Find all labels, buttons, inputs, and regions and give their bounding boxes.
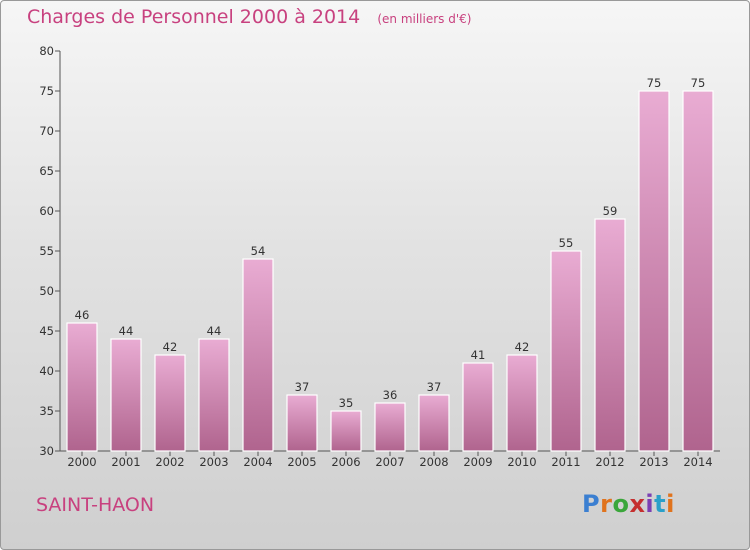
bar-2000 — [66, 322, 98, 452]
logo-letter: r — [600, 490, 613, 518]
data-label: 59 — [603, 204, 618, 218]
y-tick-label: 30 — [39, 444, 54, 458]
bar-2006 — [330, 410, 362, 452]
value-labels: 46 44 42 44 54 37 35 36 37 41 42 55 59 75 75 — [75, 76, 706, 410]
y-tick-label: 40 — [39, 364, 54, 378]
logo-letter: i — [666, 490, 675, 518]
data-label: 44 — [119, 324, 134, 338]
bar-2007 — [374, 402, 406, 452]
x-tick-label: 2010 — [507, 455, 536, 469]
x-tick-label: 2014 — [683, 455, 712, 469]
x-tick-label: 2008 — [419, 455, 448, 469]
bar-2014 — [682, 90, 714, 452]
y-tick-label: 80 — [39, 44, 54, 58]
data-label: 55 — [559, 236, 574, 250]
bar-2011 — [550, 250, 582, 452]
data-label: 37 — [427, 380, 442, 394]
logo-letter: i — [645, 490, 655, 518]
logo-letter: x — [629, 490, 646, 518]
bar-2010 — [506, 354, 538, 452]
x-tick-label: 2002 — [155, 455, 184, 469]
x-tick-label: 2012 — [595, 455, 624, 469]
x-tick-label: 2006 — [331, 455, 360, 469]
x-tick-label: 2000 — [67, 455, 96, 469]
commune-name: SAINT-HAON — [36, 494, 155, 516]
x-tick-label: 2005 — [287, 455, 316, 469]
bar-2001 — [110, 338, 142, 452]
bars — [66, 90, 714, 452]
bar-2008 — [418, 394, 450, 452]
logo-letter: o — [612, 490, 630, 518]
x-tick-label: 2013 — [639, 455, 668, 469]
data-label: 37 — [295, 380, 310, 394]
data-label: 41 — [471, 348, 486, 362]
bar-2005 — [286, 394, 318, 452]
y-tick-label: 70 — [39, 124, 54, 138]
y-tick-label: 35 — [39, 404, 54, 418]
x-tick-label: 2009 — [463, 455, 492, 469]
bar-2004 — [242, 258, 274, 452]
x-tick-label: 2001 — [111, 455, 140, 469]
bar-2002 — [154, 354, 186, 452]
data-label: 75 — [691, 76, 706, 90]
data-label: 44 — [207, 324, 222, 338]
data-label: 35 — [339, 396, 354, 410]
chart-header: Charges de Personnel 2000 à 2014 (en mil… — [27, 6, 471, 28]
y-tick-label: 65 — [39, 164, 54, 178]
y-tick-label: 75 — [39, 84, 54, 98]
data-label: 42 — [163, 340, 178, 354]
data-label: 46 — [75, 308, 90, 322]
y-tick-label: 50 — [39, 284, 54, 298]
x-tick-label: 2011 — [551, 455, 580, 469]
y-tick-label: 45 — [39, 324, 54, 338]
logo-letter: P — [582, 490, 601, 518]
chart-title: Charges de Personnel 2000 à 2014 — [27, 6, 361, 28]
bar-2003 — [198, 338, 230, 452]
data-label: 42 — [515, 340, 530, 354]
logo-letter: t — [654, 490, 667, 518]
bar-2013 — [638, 90, 670, 452]
data-label: 75 — [647, 76, 662, 90]
x-tick-label: 2004 — [243, 455, 272, 469]
data-label: 54 — [251, 244, 266, 258]
data-label: 36 — [383, 388, 398, 402]
bar-2009 — [462, 362, 494, 452]
y-tick-label: 60 — [39, 204, 54, 218]
chart-unit: (en milliers d'€) — [377, 12, 472, 26]
x-tick-label: 2003 — [199, 455, 228, 469]
x-tick-label: 2007 — [375, 455, 404, 469]
y-tick-label: 55 — [39, 244, 54, 258]
proxiti-logo[interactable]: Proxiti — [582, 490, 675, 518]
bar-2012 — [594, 218, 626, 452]
